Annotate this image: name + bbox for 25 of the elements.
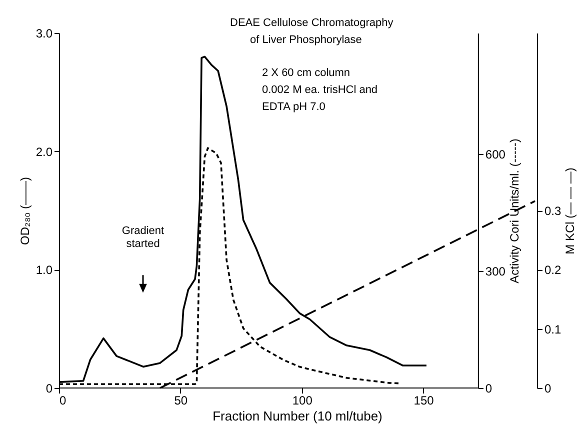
x-tick-label: 50 [174,394,188,408]
y3-tick-label: 0 [544,382,552,396]
x-tick-label: 100 [292,394,313,408]
text: DEAE Cellulose Chromatography [230,17,394,29]
annotation: of Liver Phosphorylase [250,34,362,46]
annotation: 2 X 60 cm column [262,67,350,79]
y-axis-title: OD₂₈₀ (——) [18,177,32,245]
x-tick-label: 0 [60,394,66,408]
y2-tick-label: 0 [485,382,492,396]
y3-axis-title: M KCl (— — —) [563,168,578,254]
y3-tick-label: 0.1 [544,322,562,336]
y-tick-label: 2.0 [36,144,53,159]
annotation: 0.002 M ea. trisHCl and [262,84,378,96]
x-axis-title: Fraction Number (10 ml/tube) [212,408,382,424]
y2-tick-label: 300 [485,264,506,278]
y2-axis-title: Activity Cori Units/ml. (-----) [507,138,522,284]
y2-tick-label: 600 [485,147,506,162]
y-tick-label: 1.0 [36,263,53,278]
annotation: EDTA pH 7.0 [262,101,326,113]
x-tick-label: 150 [414,394,434,408]
y-tick-label: 3.0 [36,26,53,40]
y3-tick-label: 0.3 [544,204,562,218]
annotation: Gradient started [122,225,164,250]
y3-tick-label: 0.2 [544,263,562,278]
y-tick-label: 0 [46,382,53,396]
